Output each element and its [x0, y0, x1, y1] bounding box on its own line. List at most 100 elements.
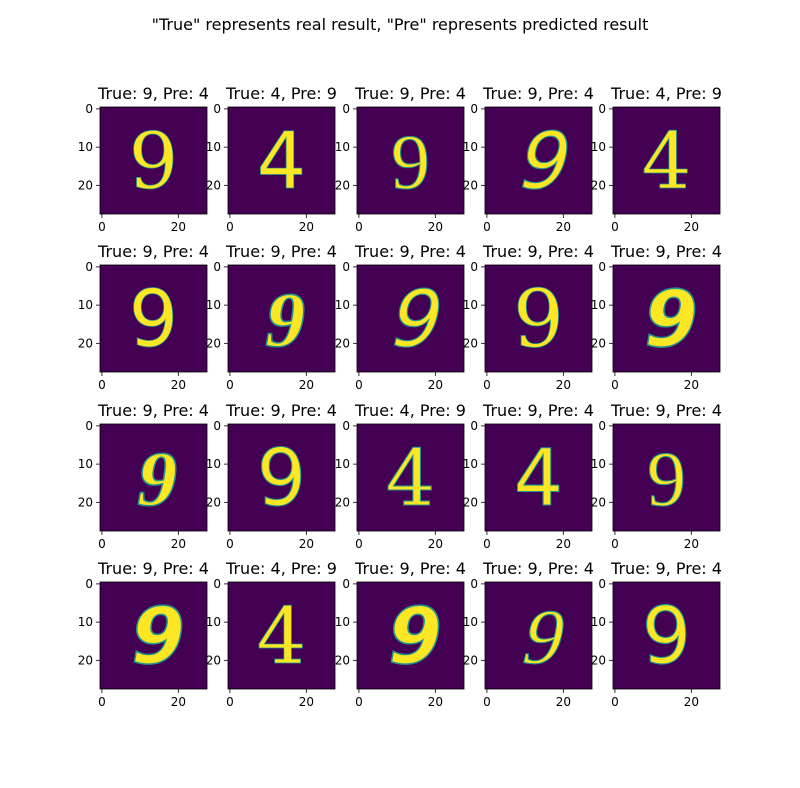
axes-frame [356, 264, 465, 373]
axes-frame [612, 581, 721, 690]
x-tick-label: 0 [483, 537, 491, 551]
axes-frame [99, 264, 208, 373]
y-tick-label: 20 [463, 336, 478, 350]
x-tick-label: 0 [226, 537, 234, 551]
y-tick-label: 10 [591, 615, 606, 629]
y-tick-label: 20 [206, 336, 221, 350]
x-tick-label: 0 [611, 537, 619, 551]
y-tick-label: 0 [470, 260, 478, 274]
y-tick-label: 20 [78, 653, 93, 667]
y-tick-label: 10 [206, 615, 221, 629]
x-tick-label: 20 [171, 537, 186, 551]
x-tick-label: 20 [428, 695, 443, 709]
y-tick-label: 20 [78, 495, 93, 509]
axes-frame [484, 264, 593, 373]
x-tick-label: 0 [226, 220, 234, 234]
y-tick-label: 20 [591, 178, 606, 192]
y-tick-label: 10 [206, 140, 221, 154]
axes-frame [356, 106, 465, 215]
axes-frame [484, 106, 593, 215]
x-tick-label: 20 [556, 220, 571, 234]
y-tick-label: 20 [335, 336, 350, 350]
digit-image: 4 [257, 592, 307, 682]
y-tick-label: 20 [463, 653, 478, 667]
x-tick-label: 0 [98, 695, 106, 709]
image-background [357, 107, 464, 214]
x-tick-label: 0 [611, 220, 619, 234]
image-background [357, 265, 464, 372]
image-background [613, 424, 720, 531]
y-tick-label: 10 [335, 298, 350, 312]
digit-image: 9 [647, 435, 686, 522]
axes-frame [612, 106, 721, 215]
x-tick-label: 0 [355, 220, 363, 234]
x-tick-label: 0 [226, 695, 234, 709]
image-background [228, 265, 335, 372]
image-background [228, 107, 335, 214]
y-tick-label: 20 [591, 495, 606, 509]
axes-frame [356, 581, 465, 690]
y-tick-label: 0 [598, 260, 606, 274]
panel-title: True: 9, Pre: 4 [97, 242, 209, 261]
x-tick-label: 20 [428, 220, 443, 234]
y-tick-label: 10 [335, 615, 350, 629]
y-tick-label: 10 [206, 457, 221, 471]
panel-title: True: 9, Pre: 4 [482, 559, 594, 578]
digit-image: 4 [514, 434, 564, 524]
x-tick-label: 20 [299, 695, 314, 709]
panel-title: True: 9, Pre: 4 [610, 242, 722, 261]
axes-frame [612, 264, 721, 373]
panel-title: True: 9, Pre: 4 [482, 84, 594, 103]
x-tick-label: 20 [556, 378, 571, 392]
image-background [228, 582, 335, 689]
panel-title: True: 4, Pre: 9 [354, 401, 466, 420]
y-tick-label: 0 [213, 577, 221, 591]
x-tick-label: 20 [299, 220, 314, 234]
x-tick-label: 0 [483, 378, 491, 392]
digit-image: 4 [257, 117, 307, 207]
image-background [613, 107, 720, 214]
y-tick-label: 20 [206, 178, 221, 192]
y-tick-label: 0 [470, 577, 478, 591]
y-tick-label: 10 [335, 457, 350, 471]
x-tick-label: 20 [171, 695, 186, 709]
digit-image: 4 [386, 434, 436, 524]
image-background [357, 582, 464, 689]
axes-frame [484, 423, 593, 532]
x-tick-label: 0 [98, 378, 106, 392]
digit-image: 9 [513, 273, 564, 366]
y-tick-label: 0 [598, 577, 606, 591]
image-background [100, 424, 207, 531]
panel-title: True: 9, Pre: 4 [354, 559, 466, 578]
y-tick-label: 10 [78, 140, 93, 154]
image-background [485, 424, 592, 531]
y-tick-label: 20 [463, 178, 478, 192]
panel-title: True: 9, Pre: 4 [482, 401, 594, 420]
y-tick-label: 0 [342, 260, 350, 274]
y-tick-label: 20 [206, 653, 221, 667]
panel-grid: True: 9, Pre: 4 9 0 20 0 10 20 True: 4, Pre: 9 4… [78, 84, 722, 709]
image-background [100, 582, 207, 689]
axes-frame [227, 106, 336, 215]
x-tick-label: 20 [684, 537, 699, 551]
y-tick-label: 0 [213, 102, 221, 116]
axes-frame [356, 423, 465, 532]
y-tick-label: 20 [335, 495, 350, 509]
y-tick-label: 0 [213, 419, 221, 433]
figure-title: "True" represents real result, "Pre" rep… [152, 15, 649, 34]
image-background [100, 265, 207, 372]
panel-title: True: 4, Pre: 9 [225, 559, 337, 578]
y-tick-label: 10 [463, 615, 478, 629]
y-tick-label: 0 [470, 419, 478, 433]
